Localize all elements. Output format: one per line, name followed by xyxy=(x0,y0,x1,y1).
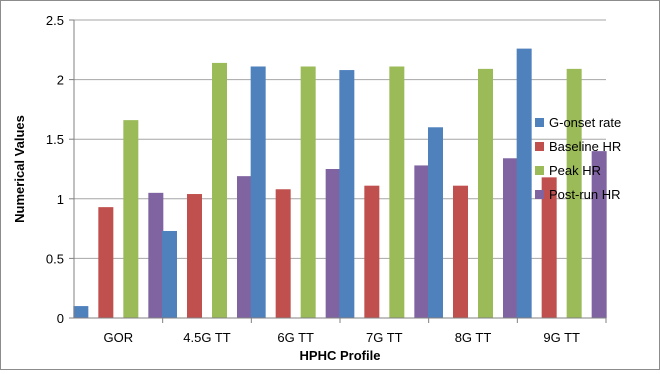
axes xyxy=(69,19,607,323)
bar xyxy=(325,169,341,318)
legend-label: Peak HR xyxy=(549,163,601,178)
legend-swatch xyxy=(535,118,544,127)
bar xyxy=(250,66,266,318)
legend-label: Post-run HR xyxy=(549,187,621,202)
bar xyxy=(187,194,202,318)
legend-swatch xyxy=(535,142,544,151)
legend-label: G-onset rate xyxy=(549,115,621,130)
bar xyxy=(389,66,405,318)
y-tick-label: 2 xyxy=(57,73,64,88)
bar xyxy=(428,127,443,318)
bar xyxy=(566,68,582,318)
x-tick-label: GOR xyxy=(104,330,134,345)
x-tick-label: 7G TT xyxy=(366,330,403,345)
x-tick-labels: GOR 4.5G TT 6G TT 7G TT 8G TT 9G TT xyxy=(104,330,581,345)
bar xyxy=(300,66,316,318)
y-tick-label: 0.5 xyxy=(46,251,64,266)
y-tick-label: 0 xyxy=(57,311,64,326)
legend-label: Baseline HR xyxy=(549,139,621,154)
bar xyxy=(275,189,291,318)
bar xyxy=(541,177,557,318)
bar xyxy=(414,165,430,318)
y-axis-label: Numerical Values xyxy=(12,115,27,223)
bar xyxy=(98,207,114,318)
bar xyxy=(453,185,468,318)
bar xyxy=(503,158,518,318)
bar xyxy=(591,151,607,318)
bar xyxy=(162,230,177,318)
x-tick-label: 9G TT xyxy=(543,330,580,345)
x-tick-label: 4.5G TT xyxy=(183,330,231,345)
legend-swatch xyxy=(535,166,544,175)
bars-group xyxy=(73,48,607,319)
y-tick-label: 2.5 xyxy=(46,13,64,28)
bar xyxy=(478,68,493,318)
bar xyxy=(148,192,164,318)
bar xyxy=(73,306,89,318)
x-tick-label: 6G TT xyxy=(277,330,314,345)
bar xyxy=(339,70,355,319)
x-axis-label: HPHC Profile xyxy=(300,348,381,363)
bar xyxy=(123,120,139,319)
legend-swatch xyxy=(535,190,544,199)
y-tick-label: 1 xyxy=(57,192,64,207)
legend: G-onset rate Baseline HR Peak HR Post-run H… xyxy=(535,115,621,202)
y-tick-label: 1.5 xyxy=(46,132,64,147)
y-tick-labels: 0 0.5 1 1.5 2 2.5 xyxy=(46,13,64,326)
bar xyxy=(212,62,227,318)
bar xyxy=(364,185,380,318)
bar xyxy=(516,48,532,318)
bar xyxy=(237,176,252,318)
x-tick-label: 8G TT xyxy=(455,330,492,345)
